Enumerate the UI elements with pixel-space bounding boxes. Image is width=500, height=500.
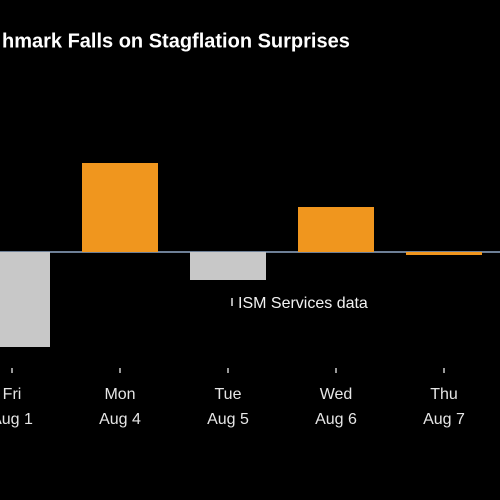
- bar: [190, 252, 266, 280]
- x-tick-label: Thu: [430, 386, 458, 403]
- bar: [82, 163, 158, 252]
- x-tick-label: Aug 4: [99, 411, 141, 428]
- x-tick-label: Fri: [3, 386, 22, 403]
- x-tick-label: Aug 5: [207, 411, 249, 428]
- x-tick-label: Wed: [320, 386, 353, 403]
- x-tick-label: Aug 6: [315, 411, 357, 428]
- chart-title: hmark Falls on Stagflation Surprises: [2, 30, 350, 52]
- bar: [0, 252, 50, 347]
- x-tick-label: Mon: [104, 386, 135, 403]
- bar: [406, 252, 482, 255]
- x-tick-label: Tue: [215, 386, 242, 403]
- x-tick-label: Aug 1: [0, 411, 33, 428]
- annotation: ISM Services data: [238, 295, 368, 312]
- bar: [298, 207, 374, 252]
- x-tick-label: Aug 7: [423, 411, 465, 428]
